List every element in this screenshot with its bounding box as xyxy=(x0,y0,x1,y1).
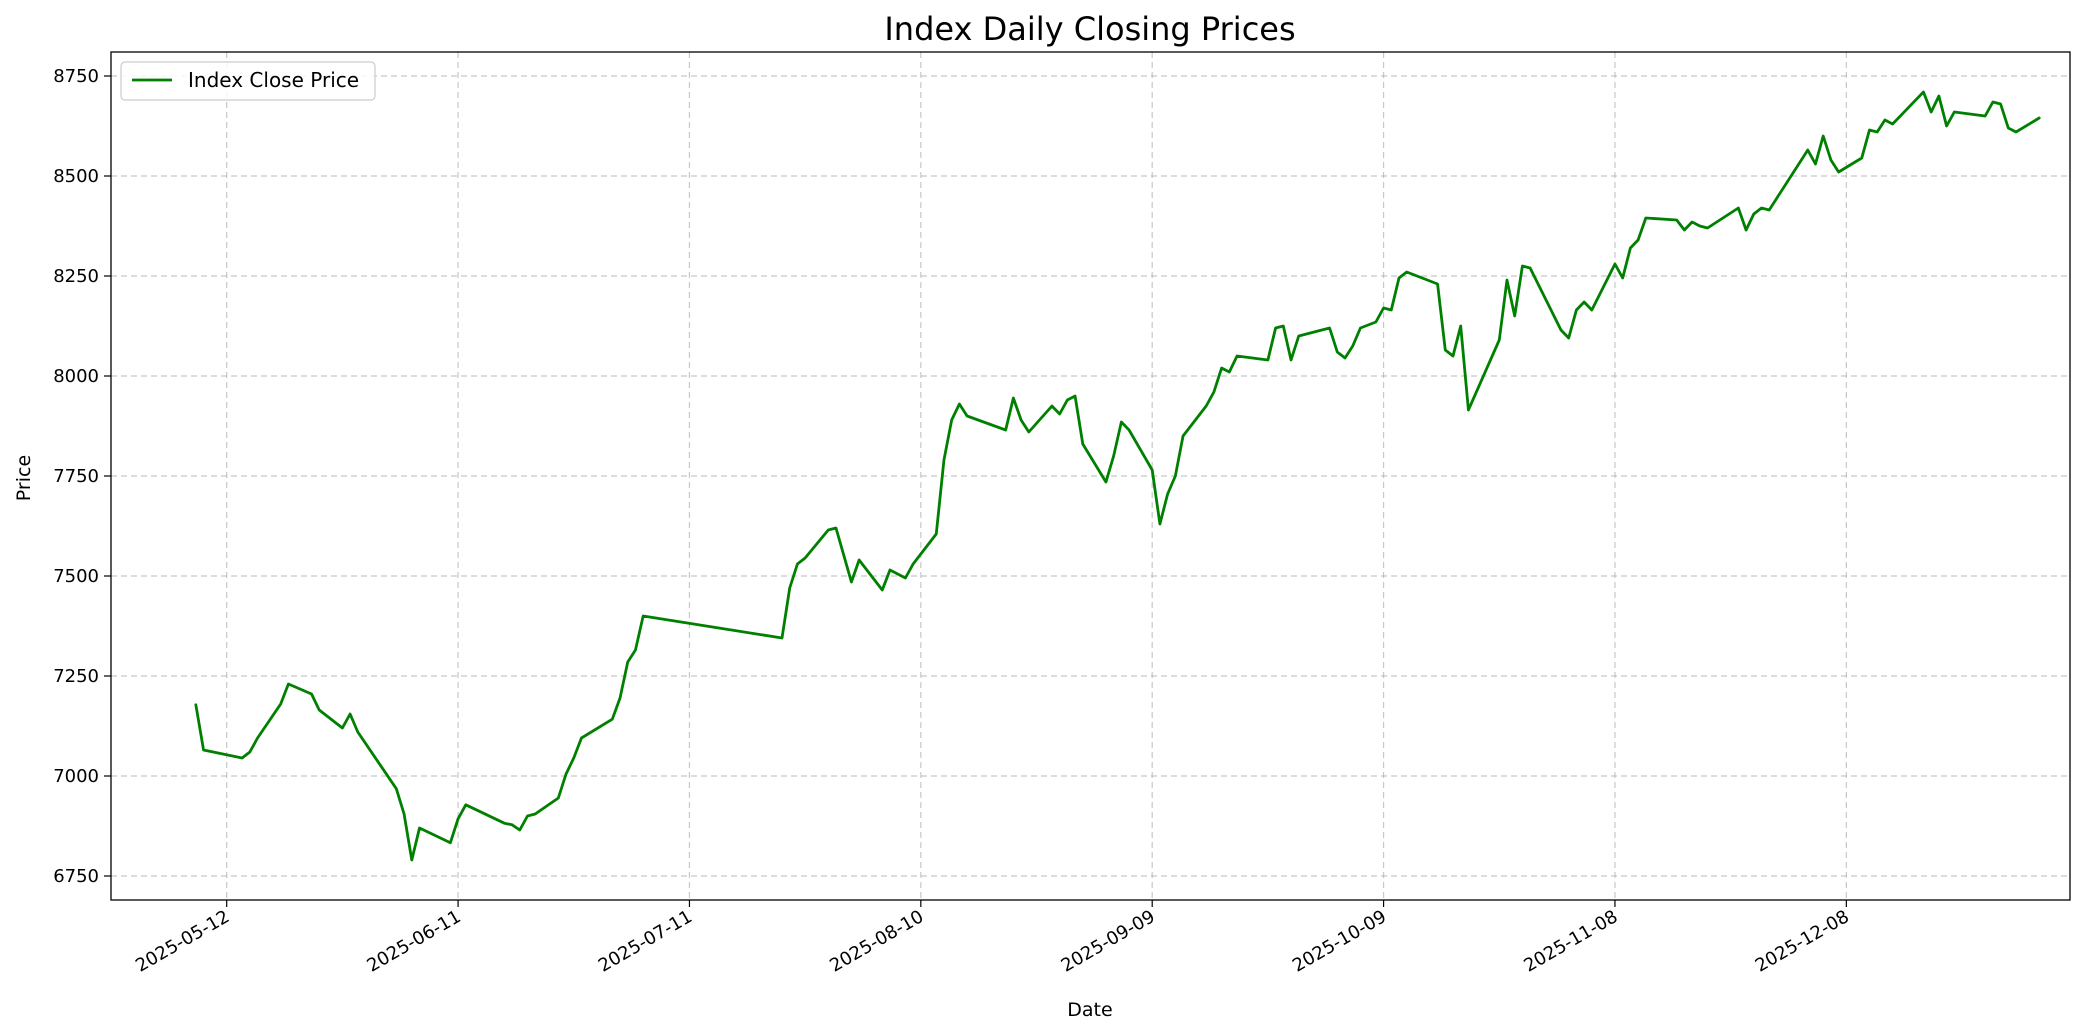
y-tick-label: 7750 xyxy=(53,466,99,487)
y-axis-label: Price xyxy=(13,455,35,501)
y-tick-label: 8750 xyxy=(53,66,99,87)
y-tick-label: 8000 xyxy=(53,366,99,387)
legend-label: Index Close Price xyxy=(188,68,359,92)
y-tick-label: 6750 xyxy=(53,866,99,887)
legend-box xyxy=(120,61,376,101)
y-tick-label: 8250 xyxy=(53,266,99,287)
y-tick-label: 7500 xyxy=(53,566,99,587)
series-line-index-close-price xyxy=(194,90,2041,862)
chart-title: Index Daily Closing Prices xyxy=(884,10,1295,48)
y-tick-label: 7250 xyxy=(53,666,99,687)
y-tick-label: 8500 xyxy=(53,166,99,187)
legend: Index Close Price xyxy=(120,61,376,101)
x-axis-label: Date xyxy=(1067,999,1112,1021)
y-axis: 6750 7000 7250 7500 7750 8000 8250 8500 8750 xyxy=(53,66,111,887)
plot-area xyxy=(110,51,2071,901)
grid-lines xyxy=(111,52,2070,900)
y-tick-label: 7000 xyxy=(53,766,99,787)
